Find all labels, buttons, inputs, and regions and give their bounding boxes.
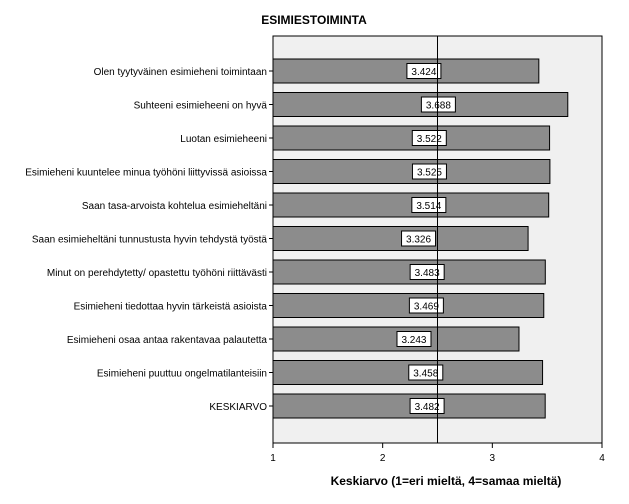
bars-layer: 3.424 3.688 3.522 3.525 3.514 3.326 3.483 3.469…	[272, 58, 569, 419]
category-label: Esimieheni kuuntelee minua työhöni liitt…	[25, 168, 267, 179]
data-label: 3.482	[415, 402, 440, 413]
x-axis-ticks: 1 2 3 4	[270, 443, 605, 464]
category-label: Esimieheni tiedottaa hyvin tärkeistä asi…	[74, 302, 268, 313]
value-label-box	[396, 331, 432, 347]
category-label: Minut on perehdytetty/ opastettu työhöni…	[47, 268, 267, 279]
value-label-box	[401, 230, 437, 247]
data-label: 3.243	[401, 335, 426, 346]
category-label: Luotan esimieheeni	[180, 134, 267, 145]
x-tick-label: 2	[380, 453, 386, 464]
x-tick-label: 4	[599, 453, 605, 464]
data-label: 3.525	[417, 168, 442, 179]
bar	[272, 360, 544, 385]
category-label: Olen tyytyväinen esimieheni toimintaan	[94, 67, 267, 78]
data-label: 3.522	[417, 134, 442, 145]
bar	[272, 393, 546, 419]
bar	[272, 226, 529, 251]
data-label: 3.514	[416, 201, 441, 212]
bar	[272, 259, 546, 285]
bar	[272, 92, 569, 117]
category-label: Saan tasa-arvoista kohtelua esimieheltän…	[82, 201, 267, 212]
data-label: 3.688	[426, 101, 451, 112]
value-label-box	[409, 264, 445, 280]
bar	[272, 125, 551, 151]
data-label: 3.424	[411, 67, 436, 78]
data-label: 3.458	[413, 369, 438, 380]
value-label-box	[420, 96, 456, 113]
value-label-box	[406, 63, 442, 79]
chart-title: ESIMIESTOIMINTA	[261, 13, 367, 27]
bar	[272, 159, 551, 184]
bar	[272, 293, 545, 318]
category-label: Esimieheni puuttuu ongelmatilanteisiin	[97, 369, 267, 380]
category-label: Esimieheni osaa antaa rakentavaa palaute…	[67, 335, 268, 346]
x-tick-label: 1	[270, 453, 276, 464]
bar	[272, 58, 540, 84]
x-tick-label: 3	[490, 453, 496, 464]
value-label-box	[409, 398, 445, 414]
category-label: Saan esimieheltäni tunnustusta hyvin teh…	[32, 235, 268, 246]
bar	[272, 192, 550, 218]
value-label-box	[408, 364, 444, 381]
x-axis-title: Keskiarvo (1=eri mieltä, 4=samaa mieltä)	[331, 474, 562, 488]
data-label: 3.469	[414, 302, 439, 313]
data-label: 3.483	[415, 268, 440, 279]
category-label: KESKIARVO	[209, 402, 267, 413]
category-label: Suhteeni esimieheeni on hyvä	[134, 101, 268, 112]
data-label: 3.326	[406, 235, 431, 246]
value-label-box	[408, 297, 444, 314]
bar	[272, 326, 520, 352]
category-labels: Olen tyytyväinen esimieheni toimintaan Su…	[25, 67, 273, 413]
